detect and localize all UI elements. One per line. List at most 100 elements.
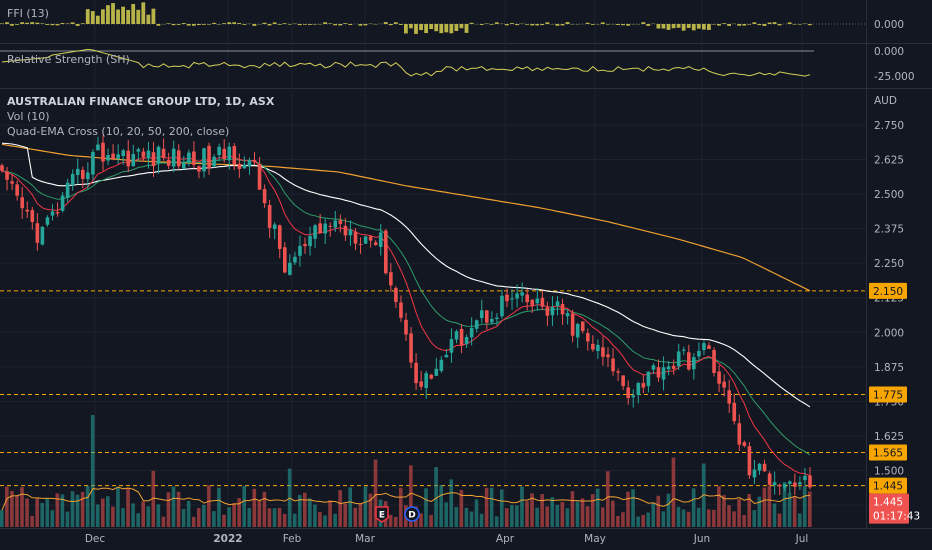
volume-bar [808, 491, 812, 527]
volume-label[interactable]: Vol (10) [7, 110, 50, 123]
ffi-bar [535, 24, 540, 26]
ffi-bar [95, 15, 100, 24]
ffi-bar [646, 24, 651, 26]
volume-bar [676, 506, 681, 527]
candle-body [394, 287, 398, 302]
volume-bar [666, 493, 671, 527]
ema-20-line [1, 158, 811, 456]
candle-body [449, 339, 454, 353]
ffi-bar [45, 24, 50, 25]
volume-bar [297, 494, 302, 527]
time-axis-label: Dec [85, 533, 106, 545]
candle-body [414, 362, 418, 384]
level-tag-label: 1.775 [873, 389, 903, 401]
ffi-bar [181, 23, 186, 24]
volume-bar [510, 505, 514, 527]
earnings-marker [375, 506, 389, 523]
volume-bar [292, 513, 297, 527]
ffi-bar [404, 24, 408, 34]
rs-axis-label: 0.000 [874, 46, 904, 58]
volume-bar [479, 513, 484, 527]
volume-bar [535, 507, 539, 527]
ffi-bar [90, 11, 95, 24]
ffi-label[interactable]: FFI (13) [7, 7, 49, 20]
price-axis-label: 1.875 [874, 362, 904, 374]
candle-body [606, 354, 610, 358]
volume-bar [121, 508, 125, 527]
candle-body [757, 463, 762, 471]
candle-body [116, 154, 120, 159]
ffi-bar [747, 24, 752, 25]
ffi-bar [15, 24, 19, 25]
event-marker-label: D [408, 511, 415, 521]
volume-bar [196, 508, 201, 527]
candle-body [641, 383, 646, 388]
ffi-bar [323, 22, 327, 24]
ffi-bar [10, 24, 14, 26]
volume-bar [722, 495, 726, 527]
volume-bar [459, 490, 464, 527]
ema-cross-label[interactable]: Quad-EMA Cross (10, 20, 50, 200, close) [7, 125, 229, 138]
volume-bar [262, 491, 267, 527]
volume-bar [616, 515, 620, 527]
candle-body [712, 349, 716, 373]
volume-bar [161, 516, 166, 527]
candle-body [136, 149, 141, 152]
ffi-bar [80, 23, 85, 24]
candle-body [464, 337, 469, 345]
rs-axis-label: -25.000 [874, 71, 915, 83]
ffi-bar [671, 24, 676, 29]
volume-bar [25, 498, 29, 527]
candle-body [490, 319, 494, 323]
candle-body [55, 212, 60, 214]
volume-bar [555, 504, 560, 527]
volume-bar [590, 494, 595, 527]
candle-body [666, 366, 671, 370]
rs-label[interactable]: Relative Strength (SH) [7, 53, 130, 66]
ffi-bar [393, 22, 398, 24]
volume-bar [358, 503, 363, 527]
candle-body [50, 211, 55, 216]
candle-body [732, 402, 737, 422]
volume-bar [742, 514, 746, 527]
level-tag-label: 1.445 [873, 481, 903, 493]
volume-bar [151, 470, 156, 527]
chart-title[interactable]: AUSTRALIAN FINANCE GROUP LTD, 1D, ASX [7, 95, 275, 108]
volume-bar [752, 510, 757, 527]
candle-body [363, 236, 368, 244]
volume-bar [565, 508, 570, 527]
ffi-bar [262, 22, 267, 24]
candle-body [298, 245, 302, 256]
candle-body [782, 484, 787, 488]
countdown-label: 01:17:43 [873, 511, 920, 523]
ffi-bar [525, 24, 529, 25]
price-axis-label: 2.625 [874, 155, 904, 167]
candle-body [323, 223, 327, 234]
volume-bar [707, 509, 711, 527]
ffi-bar [60, 23, 65, 24]
ffi-bar [252, 24, 257, 26]
candle-body [409, 333, 413, 363]
candle-body [621, 375, 625, 387]
ffi-bar [469, 22, 474, 24]
volume-bar [146, 506, 151, 527]
ffi-bar [707, 24, 711, 30]
candle-body [429, 374, 434, 379]
candle-body [242, 164, 247, 169]
volume-bar [717, 486, 721, 527]
ffi-bar [701, 24, 706, 30]
volume-bar [595, 488, 600, 527]
ffi-bar [419, 24, 423, 31]
ffi-bar [141, 2, 146, 25]
volume-bar [166, 492, 171, 527]
ffi-bar [272, 22, 277, 24]
ffi-bar [358, 24, 363, 26]
volume-bar [484, 487, 489, 527]
candle-body [348, 229, 353, 236]
candle-body [65, 182, 70, 198]
currency-label: AUD [874, 95, 897, 107]
ffi-bar [439, 24, 444, 34]
ffi-bar [343, 23, 348, 24]
volume-bar [696, 507, 701, 527]
candle-body [722, 381, 726, 388]
